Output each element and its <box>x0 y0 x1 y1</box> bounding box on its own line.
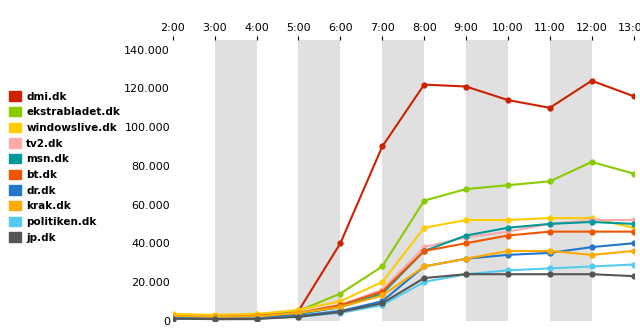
Bar <box>466 40 508 321</box>
Bar <box>298 40 340 321</box>
Bar <box>550 40 592 321</box>
Bar <box>214 40 257 321</box>
Legend: dmi.dk, ekstrabladet.dk, windowslive.dk, tv2.dk, msn.dk, bt.dk, dr.dk, krak.dk, : dmi.dk, ekstrabladet.dk, windowslive.dk,… <box>9 92 120 242</box>
Bar <box>382 40 424 321</box>
